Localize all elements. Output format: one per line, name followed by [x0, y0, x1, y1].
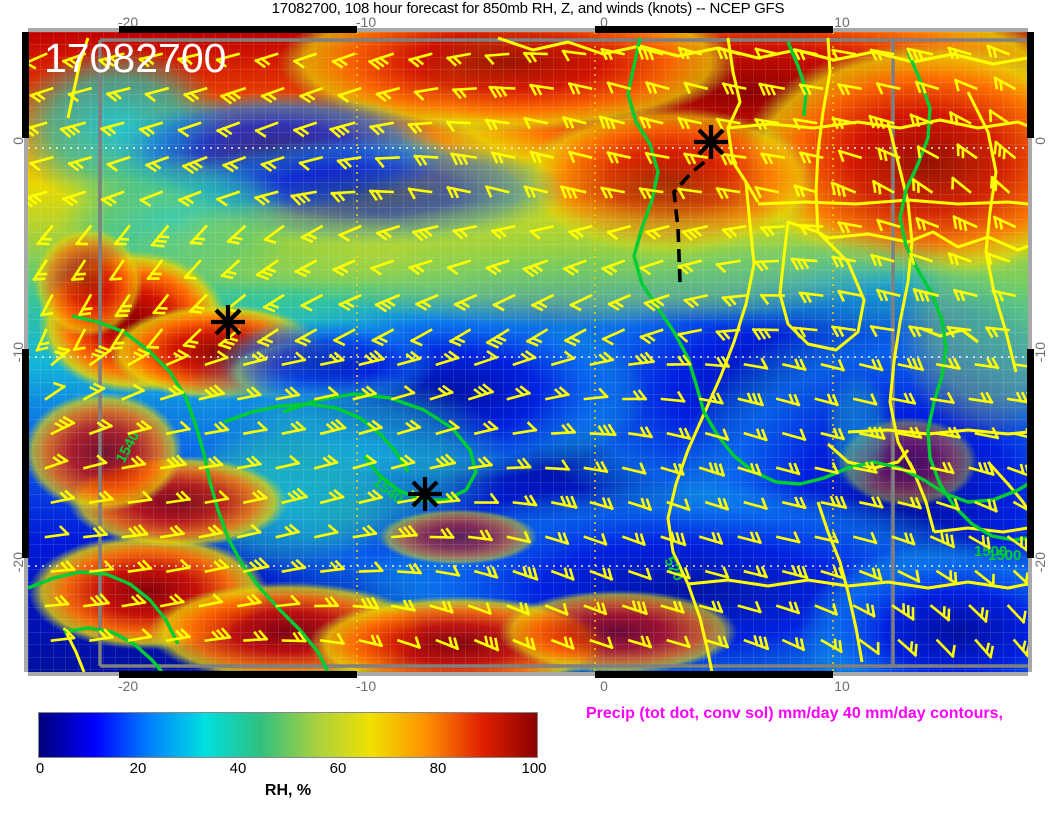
station-marker-west — [211, 305, 245, 339]
colorbar-tick-80: 80 — [429, 760, 447, 777]
colorbar-tick-40: 40 — [229, 760, 247, 777]
frame-right-seg-1 — [1027, 32, 1034, 138]
contour-label-1500: 1500 — [988, 547, 1021, 564]
colorbar-label: RH, % — [264, 782, 312, 799]
station-marker-central — [408, 477, 442, 511]
x-tick-top-2: 0 — [600, 14, 608, 30]
svg-text:1500: 1500 — [974, 543, 1007, 560]
x-tick-bottom-1: -10 — [355, 678, 377, 694]
frame-top-seg-2 — [595, 26, 833, 33]
map-canvas: 1540 1540 520 1500 1500 — [28, 32, 1028, 672]
precip-annotation: Precip (tot dot, conv sol) mm/day 40 mm/… — [586, 705, 1003, 722]
date-stamp: 17082700 — [44, 35, 227, 81]
page-title: 17082700, 108 hour forecast for 850mb RH… — [271, 0, 785, 17]
frame-top-line — [28, 28, 1028, 32]
frame-left-seg-1 — [22, 32, 29, 138]
colorbar: 0 20 40 60 80 100 RH, % — [36, 712, 547, 799]
colorbar-tick-0: 0 — [35, 760, 45, 777]
colorbar-gradient — [38, 712, 538, 758]
map-layers: 1540 1540 520 1500 1500 — [28, 32, 1028, 672]
x-tick-bottom-0: -20 — [117, 678, 139, 694]
reference-gridlines-horizontal — [28, 147, 1028, 567]
y-tick-right-1: -10 — [1032, 342, 1048, 363]
y-tick-right-2: -20 — [1032, 552, 1048, 573]
x-tick-bottom-3: 10 — [834, 678, 850, 694]
colorbar-tick-100: 100 — [521, 760, 547, 777]
svg-text:1500: 1500 — [988, 547, 1021, 564]
frame-bottom-line — [28, 672, 1028, 676]
contour-label-1500-right: 1500 — [974, 543, 1007, 560]
x-tick-top-1: -10 — [355, 14, 377, 30]
station-marker-north — [694, 125, 728, 159]
storm-track — [672, 154, 714, 283]
forecast-map: -20 -10 0 10 -20 -10 0 10 0 -10 -20 0 -1… — [10, 14, 1048, 694]
frame-right-seg-2 — [1027, 349, 1034, 558]
frame-left-seg-2 — [22, 349, 29, 558]
frame-top-seg-1 — [119, 26, 357, 33]
x-tick-top-3: 10 — [834, 14, 850, 30]
y-tick-right-0: 0 — [1032, 137, 1048, 145]
colorbar-tick-60: 60 — [329, 760, 347, 777]
frame-bottom-seg-1 — [119, 671, 357, 678]
x-tick-bottom-2: 0 — [600, 678, 608, 694]
frame-bottom-seg-2 — [595, 671, 833, 678]
colorbar-tick-20: 20 — [129, 760, 147, 777]
